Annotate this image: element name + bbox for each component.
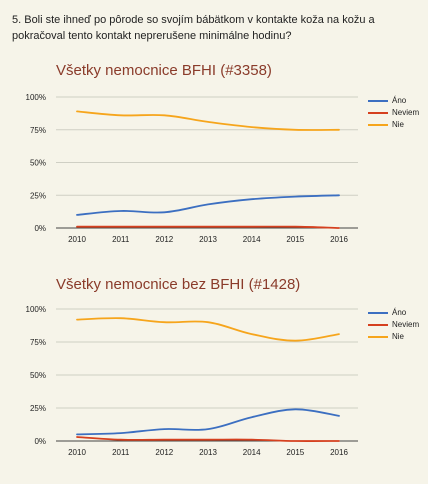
chart-legend: Áno Neviem Nie bbox=[368, 307, 419, 343]
x-tick-label: 2014 bbox=[243, 235, 261, 244]
x-tick-label: 2010 bbox=[68, 235, 86, 244]
chart-title: Všetky nemocnice bez BFHI (#1428) bbox=[56, 276, 301, 293]
legend-item: Nie bbox=[368, 119, 419, 131]
x-tick-label: 2013 bbox=[199, 235, 217, 244]
series-line bbox=[76, 225, 340, 229]
chart-non-bfhi: Všetky nemocnice bez BFHI (#1428) 0% 25% 5… bbox=[0, 276, 428, 476]
x-tick-label: 2012 bbox=[155, 235, 173, 244]
legend-item: Nie bbox=[368, 331, 419, 343]
y-tick-label: 25% bbox=[30, 191, 46, 200]
legend-label: Neviem bbox=[392, 108, 420, 117]
legend-label: Áno bbox=[392, 308, 407, 317]
x-tick-label: 2016 bbox=[330, 448, 348, 457]
x-tick-label: 2015 bbox=[286, 235, 304, 244]
question-text: 5. Boli ste ihneď po pôrode so svojím bá… bbox=[12, 14, 375, 42]
legend-swatch bbox=[368, 112, 388, 114]
legend-label: Nie bbox=[392, 120, 405, 129]
x-tick-label: 2011 bbox=[112, 235, 130, 244]
legend-label: Áno bbox=[392, 96, 407, 105]
y-tick-label: 50% bbox=[30, 371, 46, 380]
y-tick-label: 100% bbox=[26, 93, 46, 102]
x-tick-label: 2011 bbox=[112, 448, 130, 457]
legend-item: Áno bbox=[368, 307, 419, 319]
series-line bbox=[76, 436, 340, 442]
chart-plot: 0% 25% 50% 75% 100% 2010 2011 2012 2013 2014 2015 2… bbox=[26, 93, 358, 244]
x-tick-label: 2015 bbox=[286, 448, 304, 457]
legend-item: Áno bbox=[368, 95, 419, 107]
legend-item: Neviem bbox=[368, 107, 419, 119]
legend-item: Neviem bbox=[368, 319, 419, 331]
chart-legend: Áno Neviem Nie bbox=[368, 95, 419, 131]
y-tick-label: 75% bbox=[30, 126, 46, 135]
legend-swatch bbox=[368, 312, 388, 314]
chart-bfhi: Všetky nemocnice BFHI (#3358) 0% 25% 50% 75… bbox=[0, 62, 428, 252]
y-tick-label: 100% bbox=[26, 305, 46, 314]
y-tick-label: 0% bbox=[34, 437, 46, 446]
y-tick-label: 75% bbox=[30, 338, 46, 347]
series-line bbox=[76, 110, 340, 131]
y-tick-label: 0% bbox=[34, 224, 46, 233]
x-tick-label: 2014 bbox=[243, 448, 261, 457]
x-tick-label: 2010 bbox=[68, 448, 86, 457]
x-tick-label: 2016 bbox=[330, 235, 348, 244]
y-tick-label: 25% bbox=[30, 404, 46, 413]
series-line bbox=[76, 194, 340, 216]
series-line bbox=[76, 408, 340, 436]
x-tick-label: 2013 bbox=[199, 448, 217, 457]
legend-swatch bbox=[368, 336, 388, 338]
legend-label: Neviem bbox=[392, 320, 420, 329]
legend-swatch bbox=[368, 124, 388, 126]
chart-title: Všetky nemocnice BFHI (#3358) bbox=[56, 62, 272, 79]
chart-plot: 0% 25% 50% 75% 100% 2010 2011 2012 2013 2014 2015 2… bbox=[26, 305, 358, 457]
y-tick-label: 50% bbox=[30, 159, 46, 168]
legend-label: Nie bbox=[392, 332, 405, 341]
x-tick-label: 2012 bbox=[155, 448, 173, 457]
legend-swatch bbox=[368, 324, 388, 326]
legend-swatch bbox=[368, 100, 388, 102]
series-line bbox=[76, 317, 340, 342]
